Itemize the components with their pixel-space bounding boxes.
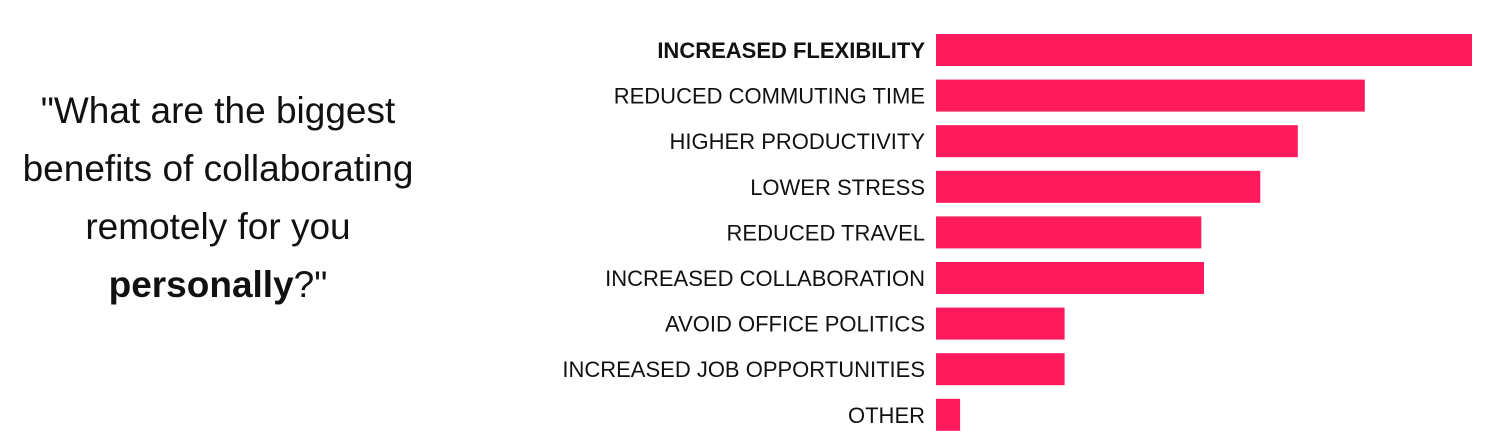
category-label-8: OTHER: [848, 403, 925, 428]
question-open-quote: ": [40, 90, 54, 131]
question-emphasis: personally: [108, 264, 294, 305]
question-tail: ?": [293, 264, 328, 305]
category-label-6: AVOID OFFICE POLITICS: [665, 312, 925, 337]
bar-1: [936, 79, 1365, 112]
category-label-1: REDUCED COMMUTING TIME: [614, 84, 925, 109]
survey-question: "What are the biggest benefits of collab…: [20, 82, 416, 314]
question-text: What are the biggest benefits of collabo…: [22, 90, 414, 247]
bar-5: [936, 262, 1204, 294]
bar-6: [936, 307, 1065, 340]
category-label-3: LOWER STRESS: [750, 175, 925, 200]
category-label-5: INCREASED COLLABORATION: [605, 266, 925, 291]
bar-4: [936, 216, 1202, 249]
bar-7: [936, 353, 1065, 386]
bar-0: [936, 34, 1472, 66]
category-label-4: REDUCED TRAVEL: [727, 220, 925, 245]
bars-group: [936, 34, 1472, 431]
bar-2: [936, 125, 1298, 158]
category-label-7: INCREASED JOB OPPORTUNITIES: [562, 357, 925, 382]
category-label-0: INCREASED FLEXIBILITY: [657, 38, 925, 63]
bar-3: [936, 170, 1261, 203]
category-label-2: HIGHER PRODUCTIVITY: [670, 129, 926, 154]
bar-8: [936, 398, 961, 431]
category-labels-group: INCREASED FLEXIBILITY REDUCED COMMUTING T…: [562, 38, 925, 428]
